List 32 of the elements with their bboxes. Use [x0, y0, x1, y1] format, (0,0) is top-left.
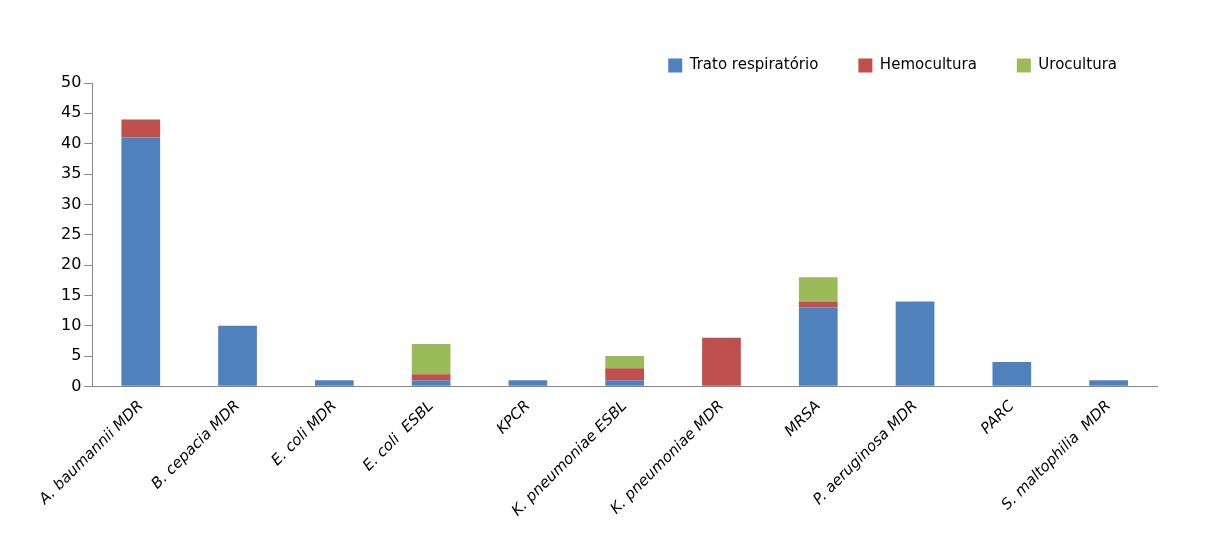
bar	[798, 307, 838, 386]
bar	[314, 380, 354, 386]
bar	[895, 301, 935, 386]
bar	[121, 137, 161, 386]
bar	[992, 362, 1032, 386]
y-tick-label: 0	[71, 375, 82, 395]
y-tick-label: 50	[61, 72, 82, 92]
y-tick-label: 35	[61, 163, 82, 183]
y-tick-label: 40	[61, 132, 82, 152]
y-tick-label: 30	[61, 193, 82, 213]
y-tick-label: 20	[61, 254, 82, 274]
bar	[218, 325, 257, 386]
bar	[702, 337, 741, 386]
y-tick-label: 10	[61, 314, 82, 334]
bar	[411, 343, 451, 375]
legend-label: Hemocultura	[879, 55, 977, 74]
bar	[1089, 380, 1128, 386]
bar	[798, 277, 838, 302]
bar	[411, 374, 451, 381]
bar	[508, 380, 548, 386]
y-tick-label: 15	[61, 284, 82, 304]
y-tick-label: 25	[61, 223, 82, 243]
legend-label: Urocultura	[1038, 55, 1118, 74]
bar	[605, 356, 645, 369]
legend-label: Trato respiratório	[688, 55, 819, 74]
bar	[605, 380, 645, 386]
y-tick-label: 5	[71, 345, 82, 365]
y-tick-label: 45	[61, 102, 82, 122]
bar	[798, 301, 838, 308]
bar	[411, 380, 451, 386]
bar	[121, 119, 161, 138]
bar	[605, 368, 645, 381]
